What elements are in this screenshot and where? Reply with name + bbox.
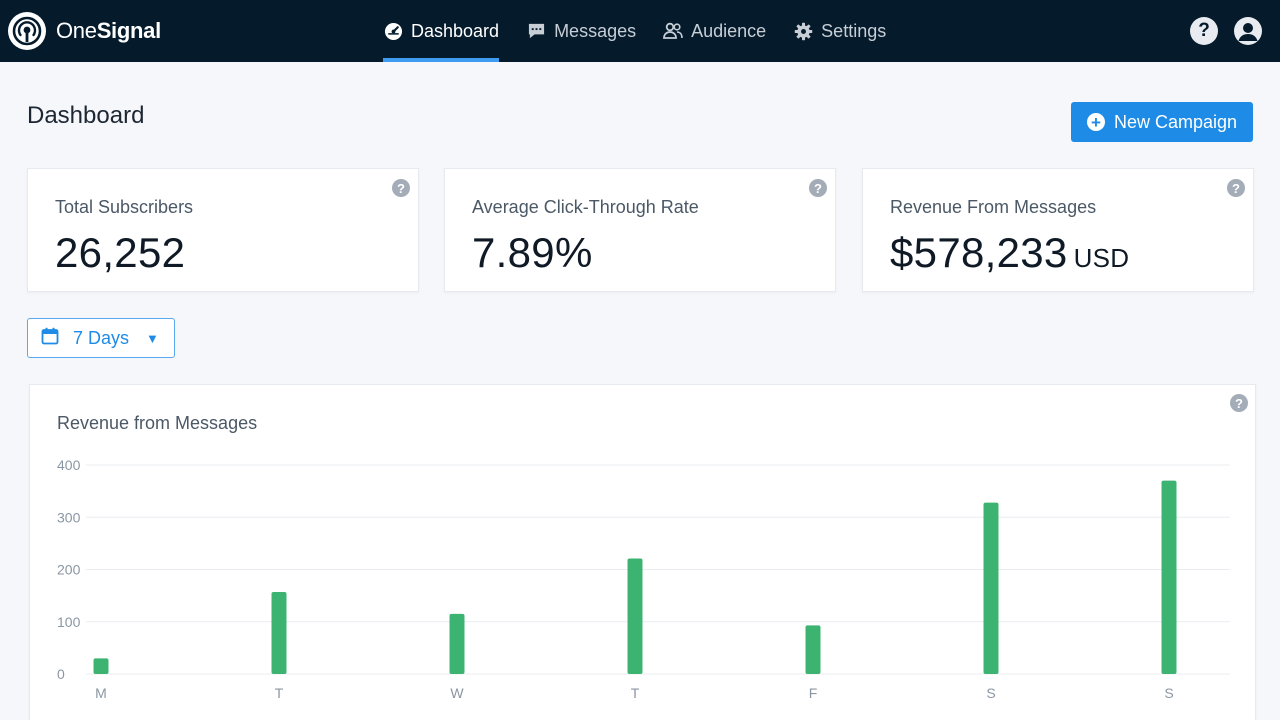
nav-tab-label: Audience bbox=[691, 20, 767, 41]
top-nav-bar: OneSignal Dashboard Messages Audience Se… bbox=[0, 0, 1280, 62]
audience-icon bbox=[663, 21, 683, 41]
chart-title: Revenue from Messages bbox=[57, 413, 258, 433]
bar-0[interactable] bbox=[93, 658, 109, 674]
bar-4[interactable] bbox=[805, 625, 821, 674]
x-tick-label: T bbox=[275, 685, 284, 701]
stat-label: Total Subscribers bbox=[55, 197, 194, 217]
onesignal-logo-icon bbox=[8, 12, 46, 50]
help-tooltip-icon[interactable]: ? bbox=[392, 179, 410, 197]
nav-tab-label: Settings bbox=[821, 20, 887, 41]
brand-logo-link[interactable]: OneSignal bbox=[8, 12, 161, 50]
bar-5[interactable] bbox=[983, 502, 999, 674]
stat-label: Revenue From Messages bbox=[890, 197, 1097, 217]
bar-3[interactable] bbox=[627, 558, 643, 674]
bar-2[interactable] bbox=[449, 613, 465, 674]
y-tick-label: 100 bbox=[57, 614, 81, 630]
stat-card-revenue: Revenue From Messages $578,233 USD ? bbox=[862, 168, 1254, 292]
revenue-bar-chart: 0 100 200 300 400 M T W T F S S bbox=[57, 457, 1230, 701]
x-tick-label: S bbox=[1164, 685, 1173, 701]
calendar-icon bbox=[41, 327, 59, 350]
help-tooltip-icon[interactable]: ? bbox=[809, 179, 827, 197]
y-tick-label: 0 bbox=[57, 666, 65, 682]
brand-name: OneSignal bbox=[56, 18, 161, 43]
date-range-label: 7 Days bbox=[73, 327, 130, 348]
stat-card-click-through-rate: Average Click-Through Rate 7.89% ? bbox=[444, 168, 836, 292]
dashboard-icon bbox=[383, 21, 403, 41]
stat-value: $578,233 USD bbox=[890, 229, 1130, 276]
bar-1[interactable] bbox=[271, 591, 287, 674]
x-tick-label: F bbox=[809, 685, 818, 701]
nav-tab-label: Messages bbox=[554, 20, 637, 41]
x-tick-label: M bbox=[95, 685, 107, 701]
stat-value: 26,252 bbox=[55, 229, 186, 276]
page-title: Dashboard bbox=[27, 102, 145, 129]
revenue-chart-card: Revenue from Messages ? 0 100 200 300 400 M T W… bbox=[29, 384, 1256, 720]
plus-circle-icon: + bbox=[1086, 113, 1105, 131]
help-tooltip-icon[interactable]: ? bbox=[1230, 394, 1248, 412]
stat-label: Average Click-Through Rate bbox=[472, 197, 699, 217]
x-tick-label: T bbox=[631, 685, 640, 701]
stat-value: 7.89% bbox=[472, 229, 593, 276]
y-tick-label: 200 bbox=[57, 562, 81, 578]
y-tick-label: 400 bbox=[57, 457, 81, 473]
nav-tab-messages[interactable]: Messages bbox=[526, 0, 636, 62]
stat-card-total-subscribers: Total Subscribers 26,252 ? bbox=[27, 168, 419, 292]
nav-tab-audience[interactable]: Audience bbox=[663, 0, 766, 62]
y-tick-label: 300 bbox=[57, 509, 81, 525]
nav-tab-settings[interactable]: Settings bbox=[793, 0, 886, 62]
currency-unit: USD bbox=[1073, 243, 1130, 273]
user-avatar-icon[interactable] bbox=[1234, 17, 1262, 45]
main-nav: Dashboard Messages Audience Settings bbox=[383, 0, 913, 62]
new-campaign-button[interactable]: + New Campaign bbox=[1071, 102, 1253, 142]
nav-tab-label: Dashboard bbox=[411, 20, 500, 41]
nav-tab-dashboard[interactable]: Dashboard bbox=[383, 0, 500, 62]
new-campaign-label: New Campaign bbox=[1113, 111, 1238, 132]
chevron-down-icon: ▼ bbox=[146, 330, 159, 346]
x-tick-label: W bbox=[450, 685, 464, 701]
gear-icon bbox=[793, 21, 813, 41]
help-tooltip-icon[interactable]: ? bbox=[1227, 179, 1245, 197]
message-icon bbox=[526, 21, 546, 41]
bar-6[interactable] bbox=[1161, 480, 1177, 674]
date-range-dropdown[interactable]: 7 Days ▼ bbox=[27, 318, 175, 358]
help-icon[interactable]: ? bbox=[1190, 17, 1218, 45]
x-tick-label: S bbox=[986, 685, 995, 701]
